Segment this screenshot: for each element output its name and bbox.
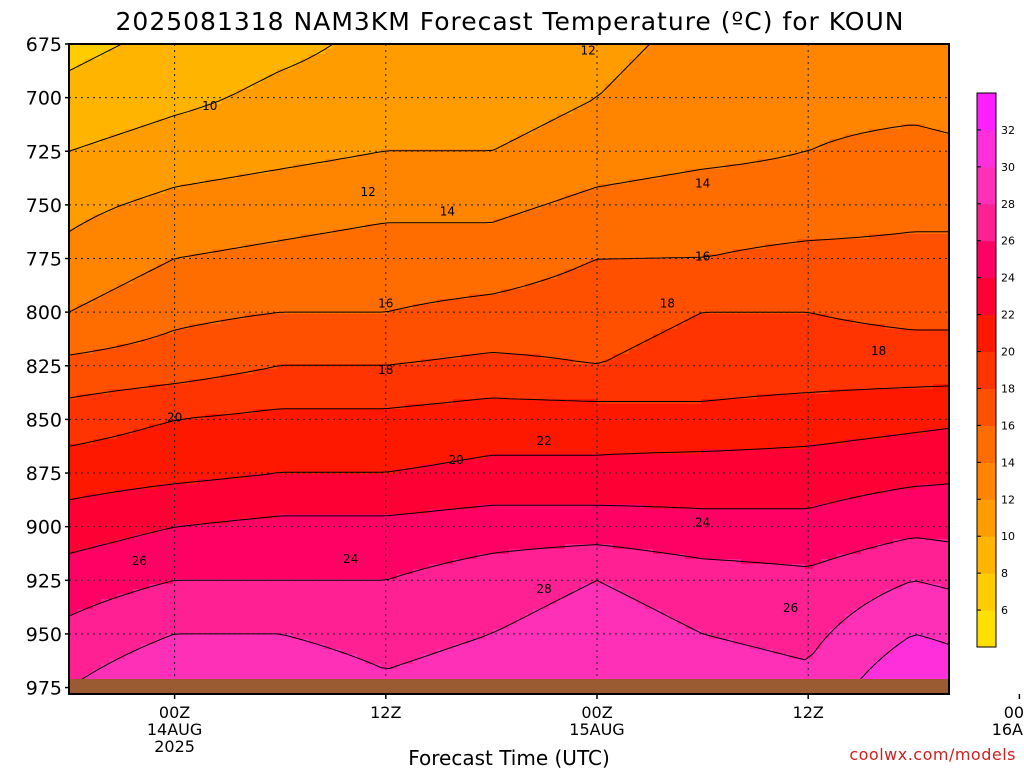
- colorbar-label: 6: [1001, 604, 1008, 617]
- contour-label: 18: [871, 344, 886, 358]
- y-tick-label: 750: [26, 195, 62, 217]
- contour-label: 12: [581, 43, 596, 57]
- colorbar-label: 28: [1001, 198, 1015, 211]
- y-tick-label: 800: [26, 302, 62, 324]
- colorbar-label: 18: [1001, 382, 1015, 395]
- ground-strip: [69, 679, 949, 694]
- contour-label: 20: [167, 410, 182, 424]
- colorbar-swatch: [977, 130, 996, 167]
- colorbar-label: 22: [1001, 309, 1015, 322]
- x-tick-label: 12Z: [793, 703, 824, 722]
- colorbar-label: 24: [1001, 272, 1015, 285]
- contour-label: 24: [343, 552, 358, 566]
- colorbar-swatch: [977, 93, 996, 130]
- colorbar-label: 12: [1001, 493, 1015, 506]
- contour-label: 14: [695, 176, 710, 190]
- contour-label: 18: [378, 363, 393, 377]
- contour-label: 18: [660, 297, 675, 311]
- y-tick-label: 950: [26, 624, 62, 646]
- colorbar-swatch: [977, 388, 996, 425]
- y-tick-label: 725: [26, 141, 62, 163]
- x-tick-label: 15AUG: [569, 720, 624, 739]
- colorbar-swatch: [977, 536, 996, 573]
- colorbar-swatch: [977, 352, 996, 389]
- contour-label: 26: [132, 554, 147, 568]
- y-tick-label: 825: [26, 356, 62, 378]
- colorbar-swatch: [977, 462, 996, 499]
- ground-band: [69, 679, 949, 694]
- colorbar-swatch: [977, 241, 996, 278]
- y-tick-label: 900: [26, 517, 62, 539]
- x-tick-label: 16AUG: [992, 720, 1024, 739]
- contour-label: 26: [783, 601, 798, 615]
- y-tick-label: 775: [26, 249, 62, 271]
- colorbar-swatch: [977, 573, 996, 610]
- colorbar-label: 8: [1001, 567, 1008, 580]
- colorbar-label: 32: [1001, 124, 1015, 137]
- temperature-cross-section-chart: 2025081318 NAM3KM Forecast Temperature (…: [0, 0, 1024, 768]
- y-axis: 675 700 725 750 775 800 825 850 875 900 925 950 975: [26, 34, 69, 700]
- colorbar-label: 26: [1001, 235, 1015, 248]
- colorbar-label: 20: [1001, 346, 1015, 359]
- colorbar-swatch: [977, 610, 996, 647]
- colorbar: 6 8 10 12 14 16 18 20 22 24 26 28 30 32: [977, 93, 1015, 648]
- colorbar-swatch: [977, 204, 996, 241]
- colorbar-swatch: [977, 499, 996, 536]
- y-tick-label: 925: [26, 570, 62, 592]
- contour-label: 16: [378, 297, 393, 311]
- colorbar-swatch: [977, 167, 996, 204]
- colorbar-swatch: [977, 425, 996, 462]
- chart-title: 2025081318 NAM3KM Forecast Temperature (…: [116, 7, 905, 36]
- contour-label: 16: [695, 249, 710, 263]
- x-axis-label: Forecast Time (UTC): [408, 746, 610, 768]
- y-tick-label: 875: [26, 463, 62, 485]
- colorbar-label: 10: [1001, 530, 1015, 543]
- contour-label: 20: [449, 453, 464, 467]
- colorbar-label: 14: [1001, 456, 1015, 469]
- contour-label: 22: [537, 434, 552, 448]
- y-tick-label: 700: [26, 88, 62, 110]
- contour-label: 14: [440, 204, 455, 218]
- y-tick-label: 675: [26, 34, 62, 56]
- x-tick-label: 2025: [154, 737, 195, 756]
- x-tick-label: 12Z: [370, 703, 401, 722]
- y-tick-label: 850: [26, 409, 62, 431]
- colorbar-label: 16: [1001, 419, 1015, 432]
- contour-label: 24: [695, 515, 710, 529]
- contour-label: 28: [537, 582, 552, 596]
- contour-label: 12: [361, 185, 376, 199]
- colorbar-swatch: [977, 278, 996, 315]
- y-tick-label: 975: [26, 678, 62, 700]
- colorbar-label: 30: [1001, 161, 1015, 174]
- contour-label: 10: [202, 99, 217, 113]
- credit-text: coolwx.com/models: [849, 745, 1016, 764]
- colorbar-swatch: [977, 315, 996, 352]
